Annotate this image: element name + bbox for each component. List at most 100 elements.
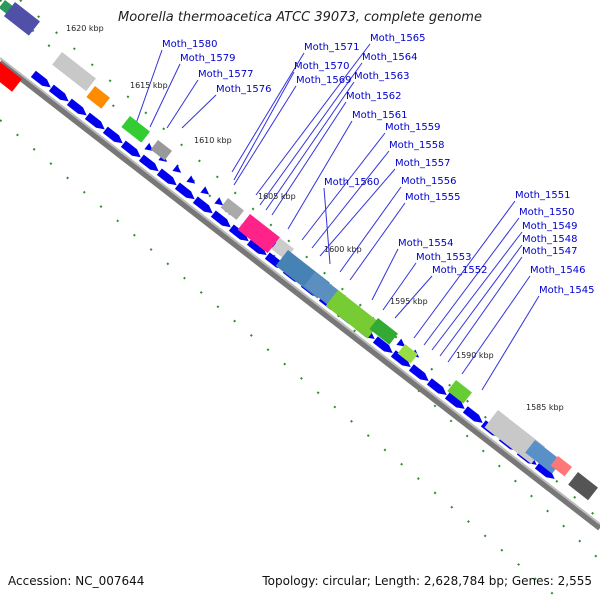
gene-label[interactable]: Moth_1560 [324, 177, 379, 188]
label-connector [447, 256, 523, 363]
gene-label[interactable]: Moth_1561 [352, 110, 407, 121]
label-connector [461, 275, 531, 375]
label-connector [233, 71, 295, 181]
label-connectors [131, 43, 540, 391]
gene-arrow[interactable] [462, 406, 485, 426]
gene-arrow[interactable] [408, 364, 431, 384]
gene-block[interactable] [86, 86, 110, 109]
gene-arrow[interactable] [102, 126, 125, 147]
label-connector [481, 295, 540, 391]
gene-label[interactable]: Moth_1569 [296, 75, 351, 86]
gene-label[interactable]: Moth_1558 [389, 140, 444, 151]
gene-label[interactable]: Moth_1552 [432, 265, 487, 276]
label-connector [371, 248, 399, 301]
gene-arrow[interactable] [228, 224, 251, 244]
gene-label[interactable]: Moth_1559 [385, 122, 440, 133]
label-connector [301, 132, 386, 241]
gene-arrow[interactable] [426, 378, 449, 398]
gene-arrow-small[interactable] [172, 164, 183, 176]
label-connector [181, 94, 217, 129]
gene-arrow-small[interactable] [214, 197, 225, 208]
gene-arrow[interactable] [390, 350, 413, 370]
gene-block[interactable] [369, 317, 398, 345]
label-connector [423, 217, 520, 346]
scale-labels: 1620 kbp 1615 kbp 1610 kbp 1605 kbp 1600 kbp… [66, 24, 564, 412]
gene-arrow[interactable] [174, 182, 197, 203]
gene-arrow[interactable] [246, 238, 269, 258]
gene-arrow[interactable] [444, 392, 467, 412]
gene-label[interactable]: Moth_1563 [354, 71, 409, 82]
label-connector [265, 81, 355, 211]
gene-block[interactable] [0, 62, 22, 92]
map-title: Moorella thermoacetica ATCC 39073, compl… [118, 10, 482, 25]
accession-label: Accession: NC_007644 [8, 574, 145, 588]
label-connector [311, 150, 390, 249]
gene-block[interactable] [550, 455, 572, 477]
label-connector [439, 244, 523, 357]
gene-label[interactable]: Moth_1546 [530, 265, 585, 276]
gene-arrow[interactable] [138, 154, 161, 175]
gene-label[interactable]: Moth_1570 [294, 61, 349, 72]
gene-label[interactable]: Moth_1571 [304, 42, 359, 53]
gene-arrow[interactable] [84, 112, 107, 133]
gene-label[interactable]: Moth_1550 [519, 207, 574, 218]
label-connector [131, 49, 163, 136]
gene-arrow[interactable] [372, 336, 395, 356]
scale-label: 1615 kbp [130, 81, 168, 90]
gene-labels: Moth_1580 Moth_1579 Moth_1577 Moth_1576 Moth… [162, 33, 594, 296]
gene-block[interactable] [447, 379, 472, 404]
label-connector [394, 275, 433, 319]
gene-label[interactable]: Moth_1548 [522, 234, 577, 245]
gene-arrow[interactable] [48, 84, 71, 105]
gene-label[interactable]: Moth_1580 [162, 39, 217, 50]
gene-label[interactable]: Moth_1551 [515, 190, 570, 201]
gene-arrow-small[interactable] [396, 338, 407, 350]
gene-arrow[interactable] [66, 98, 89, 119]
label-connector [319, 168, 396, 257]
gene-block[interactable] [568, 471, 598, 501]
gene-arrow-small[interactable] [186, 175, 197, 187]
gene-label[interactable]: Moth_1577 [198, 69, 253, 80]
gene-label[interactable]: Moth_1554 [398, 238, 453, 249]
gene-label[interactable]: Moth_1555 [405, 192, 460, 203]
genome-backbone [0, 59, 600, 531]
scale-label: 1605 kbp [258, 192, 296, 201]
scale-label: 1595 kbp [390, 297, 428, 306]
gene-arrow[interactable] [156, 168, 179, 189]
label-connector [271, 101, 347, 216]
gene-arrow-small[interactable] [144, 142, 155, 154]
gene-arrow[interactable] [30, 70, 53, 91]
label-connector [382, 262, 417, 311]
gene-block[interactable] [150, 139, 172, 161]
gene-label[interactable]: Moth_1553 [416, 252, 471, 263]
gene-label[interactable]: Moth_1576 [216, 84, 271, 95]
gene-arrow-small[interactable] [200, 186, 211, 197]
gene-block[interactable] [121, 115, 150, 143]
gene-block[interactable] [220, 198, 244, 220]
gene-label[interactable]: Moth_1549 [522, 221, 577, 232]
label-connector [287, 120, 353, 230]
gene-label[interactable]: Moth_1562 [346, 91, 401, 102]
guide-track [0, 0, 600, 561]
label-connector [413, 200, 516, 339]
gene-block[interactable] [397, 344, 418, 364]
topology-summary: Topology: circular; Length: 2,628,784 bp… [262, 574, 592, 588]
gene-label[interactable]: Moth_1564 [362, 52, 417, 63]
gene-label[interactable]: Moth_1556 [401, 176, 456, 187]
gene-block[interactable] [325, 290, 380, 339]
gene-block[interactable] [52, 52, 96, 92]
scale-label: 1600 kbp [324, 245, 362, 254]
gene-label[interactable]: Moth_1579 [180, 53, 235, 64]
gene-arrow[interactable] [210, 210, 233, 230]
gene-block[interactable] [3, 2, 40, 36]
gene-arrow[interactable] [534, 462, 557, 482]
gene-block[interactable] [237, 213, 280, 254]
gene-label[interactable]: Moth_1547 [522, 246, 577, 257]
gene-label[interactable]: Moth_1565 [370, 33, 425, 44]
gene-label[interactable]: Moth_1557 [395, 158, 450, 169]
gene-arrow[interactable] [192, 196, 215, 217]
label-connector [166, 79, 199, 129]
gene-label[interactable]: Moth_1545 [539, 285, 594, 296]
gene-arrow[interactable] [120, 140, 143, 161]
